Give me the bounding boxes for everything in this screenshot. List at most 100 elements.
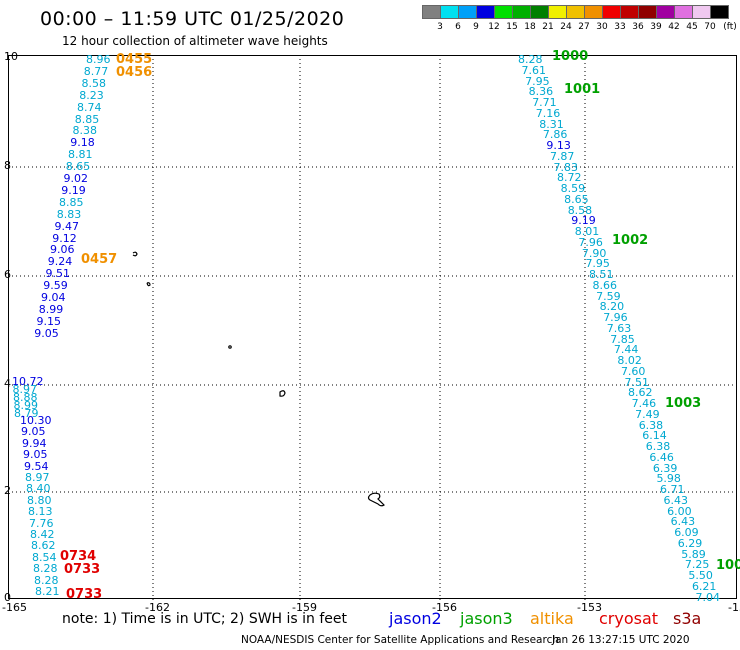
wave-height-value: 9.59 [43, 279, 68, 293]
wave-height-value: 6.38 [645, 440, 671, 453]
scale-swatch [692, 5, 711, 19]
scale-label: 39 [650, 22, 662, 32]
wave-height-value: 10.30 [20, 414, 52, 427]
wave-height-value: 8.65 [65, 160, 91, 174]
y-tick-label: 8 [4, 159, 11, 172]
scale-label: 30 [596, 22, 608, 32]
wave-height-value: 6.39 [652, 461, 678, 475]
x-tick-label: -15 [728, 601, 740, 614]
wave-height-value: 9.05 [34, 326, 59, 340]
wave-height-value: 8.01 [574, 225, 600, 238]
x-tick-label: -162 [145, 601, 170, 614]
wave-height-value: 7.96 [578, 235, 603, 249]
wave-height-value: 9.18 [70, 136, 95, 150]
island-laysan [279, 390, 286, 397]
wave-height-value: 6.14 [642, 429, 667, 443]
scale-swatch [440, 5, 459, 19]
wave-height-value: 7.83 [553, 160, 579, 174]
wave-height-value: 7.61 [521, 63, 547, 77]
scale-swatch [674, 5, 693, 19]
wave-height-value: 8.74 [77, 100, 102, 114]
scale-swatch [710, 5, 729, 19]
wave-height-value: 7.85 [610, 332, 635, 346]
wave-height-value: 7.59 [596, 289, 621, 303]
wave-height-value: 7.95 [525, 74, 550, 88]
legend-jason2: jason2 [389, 609, 442, 628]
map-title: 00:00 – 11:59 UTC 01/25/2020 [40, 8, 345, 30]
y-tick-label: 6 [4, 268, 11, 281]
wave-height-value: 8.99 [13, 399, 39, 412]
pass-time-label: 0733 [66, 587, 103, 602]
scale-label: 3 [437, 22, 443, 32]
scale-label: 24 [560, 22, 572, 32]
wave-height-value: 8.62 [628, 386, 653, 400]
scale-label: 70 [704, 22, 716, 32]
credit-date: Jan 26 13:27:15 UTC 2020 [552, 634, 690, 646]
wave-height-value: 9.54 [24, 459, 49, 473]
wave-height-value: 8.77 [83, 64, 109, 78]
scale-label: 33 [614, 22, 626, 32]
wave-height-value: 6.29 [677, 536, 703, 550]
wave-height-value: 7.96 [603, 311, 628, 324]
scale-swatch [548, 5, 567, 19]
pass-time-label: 0455 [116, 52, 153, 67]
wave-height-value: 7.49 [635, 407, 660, 421]
wave-height-value: 8.97 [12, 383, 38, 396]
island-necker [146, 282, 151, 287]
wave-height-value: 7.63 [606, 321, 632, 335]
scale-label: 27 [578, 22, 590, 32]
wave-height-value: 8.79 [14, 407, 39, 420]
wave-height-value: 8.54 [32, 550, 57, 564]
islands [132, 251, 385, 507]
wave-height-value: 5.50 [688, 569, 713, 582]
wave-height-value: 8.23 [79, 88, 104, 102]
wave-height-value: 7.60 [620, 364, 646, 378]
wave-height-value: 7.46 [631, 397, 657, 410]
color-scale-labels: 3 6 9 12 15 18 21 24 27 30 33 36 39 42 45 70 (ft) [422, 22, 740, 36]
scale-label: 21 [542, 22, 554, 32]
scale-swatch [620, 5, 639, 19]
wave-height-value: 6.09 [674, 526, 699, 539]
wave-height-value: 7.71 [532, 96, 557, 109]
wave-height-value: 8.80 [27, 493, 52, 507]
wave-height-value: 7.16 [535, 106, 561, 120]
wave-height-value: 8.85 [59, 195, 84, 209]
wave-height-value: 8.28 [34, 573, 59, 587]
wave-height-value: 8.58 [81, 76, 107, 90]
wave-height-value: 5.89 [681, 547, 706, 561]
wave-height-value: 6.71 [660, 483, 685, 496]
wave-height-value: 8.81 [68, 148, 93, 162]
scale-label: 12 [488, 22, 500, 32]
wave-height-value: 7.95 [585, 257, 610, 271]
grid-horizontal [8, 166, 738, 493]
wave-height-value: 6.00 [667, 504, 692, 518]
wave-height-value: 8.88 [13, 391, 38, 404]
wave-height-value: 8.36 [528, 85, 554, 99]
wave-height-value: 8.20 [599, 300, 625, 314]
wave-height-value: 9.13 [546, 139, 571, 152]
wave-height-value: 9.05 [23, 448, 48, 462]
wave-height-value: 9.94 [22, 436, 47, 450]
map-subtitle: 12 hour collection of altimeter wave hei… [62, 34, 328, 48]
wave-height-value: 9.51 [45, 267, 71, 281]
grid-vertical [152, 55, 586, 600]
wave-height-value: 10.72 [12, 375, 44, 388]
wave-height-value: 8.58 [567, 203, 593, 217]
wave-height-value: 8.85 [74, 112, 100, 126]
scale-label: 6 [455, 22, 461, 32]
island-nihoa [132, 251, 138, 257]
y-tick-label: 0 [4, 591, 11, 604]
pass-time-label: 1001 [564, 82, 601, 97]
wave-height-value: 9.19 [61, 183, 86, 197]
scale-swatch [638, 5, 657, 19]
wave-height-value: 8.59 [560, 182, 586, 195]
scale-label: 18 [524, 22, 536, 32]
scale-swatch [602, 5, 621, 19]
wave-height-value: 8.02 [617, 354, 642, 367]
scale-label: 45 [686, 22, 698, 32]
wave-height-value: 9.04 [41, 291, 66, 304]
scale-swatch [566, 5, 585, 19]
scale-swatch [512, 5, 531, 19]
island-gardner [228, 345, 232, 349]
wave-height-value: 7.76 [29, 516, 54, 530]
